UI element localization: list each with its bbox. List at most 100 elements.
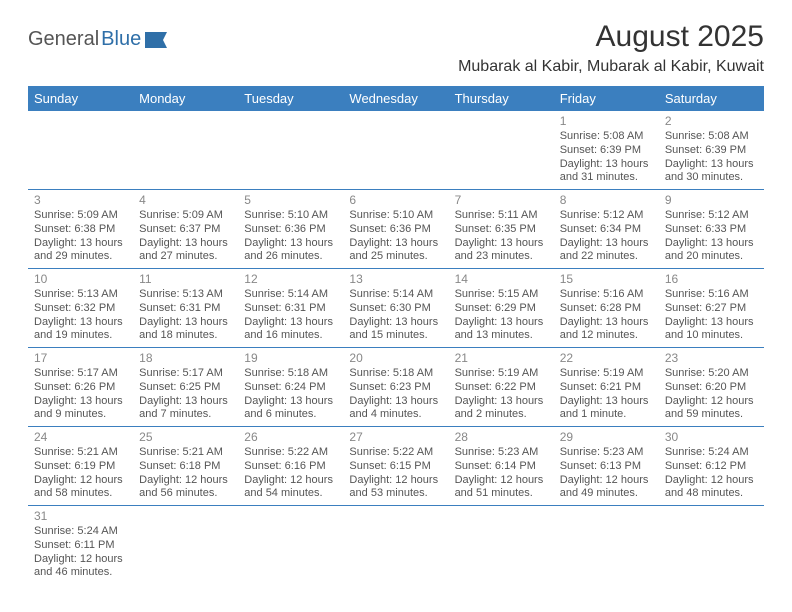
- header: GeneralBlue August 2025 Mubarak al Kabir…: [28, 20, 764, 76]
- daylight-text: Daylight: 13 hours and 9 minutes.: [34, 395, 127, 423]
- calendar-row: 1Sunrise: 5:08 AMSunset: 6:39 PMDaylight…: [28, 111, 764, 190]
- daylight-text: Daylight: 12 hours and 48 minutes.: [665, 474, 758, 502]
- calendar-row: 10Sunrise: 5:13 AMSunset: 6:32 PMDayligh…: [28, 269, 764, 348]
- calendar-cell: 17Sunrise: 5:17 AMSunset: 6:26 PMDayligh…: [28, 348, 133, 427]
- day-number: 3: [34, 193, 127, 208]
- sunrise-text: Sunrise: 5:16 AM: [560, 288, 653, 302]
- sunset-text: Sunset: 6:11 PM: [34, 539, 127, 553]
- day-number: 30: [665, 430, 758, 445]
- calendar-cell: 8Sunrise: 5:12 AMSunset: 6:34 PMDaylight…: [554, 190, 659, 269]
- daylight-text: Daylight: 12 hours and 54 minutes.: [244, 474, 337, 502]
- daylight-text: Daylight: 13 hours and 23 minutes.: [455, 237, 548, 265]
- day-number: 14: [455, 272, 548, 287]
- sunrise-text: Sunrise: 5:16 AM: [665, 288, 758, 302]
- calendar-cell: 29Sunrise: 5:23 AMSunset: 6:13 PMDayligh…: [554, 427, 659, 506]
- day-number: 18: [139, 351, 232, 366]
- sunrise-text: Sunrise: 5:12 AM: [560, 209, 653, 223]
- sunset-text: Sunset: 6:12 PM: [665, 460, 758, 474]
- calendar-cell-empty: [659, 506, 764, 585]
- sunrise-text: Sunrise: 5:08 AM: [560, 130, 653, 144]
- sunrise-text: Sunrise: 5:23 AM: [560, 446, 653, 460]
- calendar-cell: 4Sunrise: 5:09 AMSunset: 6:37 PMDaylight…: [133, 190, 238, 269]
- day-number: 16: [665, 272, 758, 287]
- sunset-text: Sunset: 6:36 PM: [349, 223, 442, 237]
- sunrise-text: Sunrise: 5:18 AM: [244, 367, 337, 381]
- sunset-text: Sunset: 6:27 PM: [665, 302, 758, 316]
- day-number: 5: [244, 193, 337, 208]
- day-header: Friday: [554, 86, 659, 111]
- sunset-text: Sunset: 6:39 PM: [560, 144, 653, 158]
- sunset-text: Sunset: 6:15 PM: [349, 460, 442, 474]
- sunset-text: Sunset: 6:36 PM: [244, 223, 337, 237]
- daylight-text: Daylight: 13 hours and 12 minutes.: [560, 316, 653, 344]
- daylight-text: Daylight: 13 hours and 4 minutes.: [349, 395, 442, 423]
- day-number: 6: [349, 193, 442, 208]
- sunset-text: Sunset: 6:13 PM: [560, 460, 653, 474]
- calendar-cell: 11Sunrise: 5:13 AMSunset: 6:31 PMDayligh…: [133, 269, 238, 348]
- calendar-cell: 3Sunrise: 5:09 AMSunset: 6:38 PMDaylight…: [28, 190, 133, 269]
- calendar-cell: 7Sunrise: 5:11 AMSunset: 6:35 PMDaylight…: [449, 190, 554, 269]
- location: Mubarak al Kabir, Mubarak al Kabir, Kuwa…: [458, 58, 764, 76]
- calendar-cell: 1Sunrise: 5:08 AMSunset: 6:39 PMDaylight…: [554, 111, 659, 190]
- day-number: 7: [455, 193, 548, 208]
- sunset-text: Sunset: 6:39 PM: [665, 144, 758, 158]
- sunrise-text: Sunrise: 5:18 AM: [349, 367, 442, 381]
- daylight-text: Daylight: 12 hours and 56 minutes.: [139, 474, 232, 502]
- calendar-header-row: SundayMondayTuesdayWednesdayThursdayFrid…: [28, 86, 764, 111]
- sunrise-text: Sunrise: 5:15 AM: [455, 288, 548, 302]
- calendar-row: 17Sunrise: 5:17 AMSunset: 6:26 PMDayligh…: [28, 348, 764, 427]
- logo-text-blue: Blue: [101, 28, 141, 51]
- sunrise-text: Sunrise: 5:10 AM: [349, 209, 442, 223]
- day-header: Tuesday: [238, 86, 343, 111]
- calendar-cell-empty: [133, 111, 238, 190]
- calendar-cell: 18Sunrise: 5:17 AMSunset: 6:25 PMDayligh…: [133, 348, 238, 427]
- sunrise-text: Sunrise: 5:11 AM: [455, 209, 548, 223]
- calendar-cell: 13Sunrise: 5:14 AMSunset: 6:30 PMDayligh…: [343, 269, 448, 348]
- day-number: 31: [34, 509, 127, 524]
- sunset-text: Sunset: 6:38 PM: [34, 223, 127, 237]
- daylight-text: Daylight: 13 hours and 15 minutes.: [349, 316, 442, 344]
- daylight-text: Daylight: 13 hours and 25 minutes.: [349, 237, 442, 265]
- calendar-cell-empty: [449, 111, 554, 190]
- calendar-row: 3Sunrise: 5:09 AMSunset: 6:38 PMDaylight…: [28, 190, 764, 269]
- calendar-cell: 28Sunrise: 5:23 AMSunset: 6:14 PMDayligh…: [449, 427, 554, 506]
- logo-text-general: General: [28, 28, 99, 51]
- daylight-text: Daylight: 12 hours and 46 minutes.: [34, 553, 127, 581]
- day-number: 22: [560, 351, 653, 366]
- calendar-cell-empty: [28, 111, 133, 190]
- day-number: 26: [244, 430, 337, 445]
- day-number: 15: [560, 272, 653, 287]
- sunset-text: Sunset: 6:31 PM: [139, 302, 232, 316]
- sunrise-text: Sunrise: 5:14 AM: [349, 288, 442, 302]
- day-number: 28: [455, 430, 548, 445]
- day-number: 23: [665, 351, 758, 366]
- day-number: 27: [349, 430, 442, 445]
- daylight-text: Daylight: 12 hours and 51 minutes.: [455, 474, 548, 502]
- day-number: 11: [139, 272, 232, 287]
- calendar-row: 31Sunrise: 5:24 AMSunset: 6:11 PMDayligh…: [28, 506, 764, 585]
- calendar-cell: 20Sunrise: 5:18 AMSunset: 6:23 PMDayligh…: [343, 348, 448, 427]
- sunset-text: Sunset: 6:24 PM: [244, 381, 337, 395]
- daylight-text: Daylight: 13 hours and 2 minutes.: [455, 395, 548, 423]
- sunset-text: Sunset: 6:21 PM: [560, 381, 653, 395]
- daylight-text: Daylight: 13 hours and 22 minutes.: [560, 237, 653, 265]
- day-header: Wednesday: [343, 86, 448, 111]
- day-number: 13: [349, 272, 442, 287]
- sunrise-text: Sunrise: 5:24 AM: [665, 446, 758, 460]
- sunset-text: Sunset: 6:14 PM: [455, 460, 548, 474]
- sunset-text: Sunset: 6:23 PM: [349, 381, 442, 395]
- calendar-cell-empty: [238, 506, 343, 585]
- daylight-text: Daylight: 13 hours and 27 minutes.: [139, 237, 232, 265]
- sunrise-text: Sunrise: 5:17 AM: [34, 367, 127, 381]
- calendar-cell-empty: [449, 506, 554, 585]
- calendar-cell: 10Sunrise: 5:13 AMSunset: 6:32 PMDayligh…: [28, 269, 133, 348]
- sunset-text: Sunset: 6:33 PM: [665, 223, 758, 237]
- sunset-text: Sunset: 6:28 PM: [560, 302, 653, 316]
- calendar-cell: 5Sunrise: 5:10 AMSunset: 6:36 PMDaylight…: [238, 190, 343, 269]
- calendar-cell: 23Sunrise: 5:20 AMSunset: 6:20 PMDayligh…: [659, 348, 764, 427]
- daylight-text: Daylight: 13 hours and 13 minutes.: [455, 316, 548, 344]
- sunset-text: Sunset: 6:35 PM: [455, 223, 548, 237]
- month-title: August 2025: [458, 20, 764, 54]
- sunrise-text: Sunrise: 5:10 AM: [244, 209, 337, 223]
- day-number: 25: [139, 430, 232, 445]
